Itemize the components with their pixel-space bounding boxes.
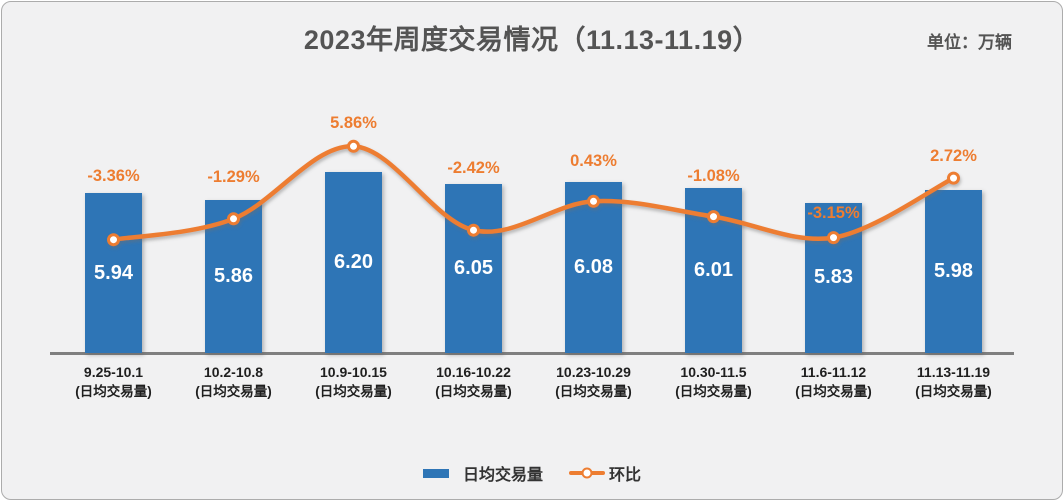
x-axis-label: 10.30-11.5(日均交易量) [644,363,784,401]
bar: 6.08 [565,182,622,353]
line-marker [349,141,359,151]
x-axis-label: 10.9-10.15(日均交易量) [284,363,424,401]
line-marker [949,173,959,183]
x-axis-label-range: 11.6-11.12 [764,363,904,382]
bar-value-label: 6.05 [454,257,493,280]
bar-value-label: 5.94 [94,262,133,285]
bar-value-label: 5.86 [214,265,253,288]
x-axis-label-note: (日均交易量) [284,382,424,401]
bar: 5.83 [805,203,862,353]
x-axis-label: 10.2-10.8(日均交易量) [164,363,304,401]
x-axis-label-note: (日均交易量) [644,382,784,401]
x-axis-label: 11.6-11.12(日均交易量) [764,363,904,401]
x-axis-label-note: (日均交易量) [764,382,904,401]
x-axis-label-range: 10.16-10.22 [404,363,544,382]
x-axis-label-note: (日均交易量) [164,382,304,401]
bar: 6.01 [685,188,742,353]
bar: 6.05 [445,184,502,353]
pct-label: 0.43% [570,152,617,171]
bar: 5.98 [925,190,982,353]
legend: 日均交易量 环比 [2,461,1062,485]
x-axis-label-note: (日均交易量) [404,382,544,401]
x-axis-label: 10.23-10.29(日均交易量) [524,363,664,401]
x-axis-label-note: (日均交易量) [44,382,184,401]
x-axis-label-note: (日均交易量) [524,382,664,401]
x-axis-line [50,352,1014,355]
legend-line-marker [569,466,605,480]
bar-value-label: 6.08 [574,256,613,279]
bar: 5.86 [205,200,262,353]
pct-label: -1.29% [207,168,259,187]
bar-value-label: 5.98 [934,260,973,283]
bar: 6.20 [325,172,382,353]
pct-label: -1.08% [687,167,739,186]
pct-label: -3.15% [807,204,859,223]
x-axis-label-range: 11.13-11.19 [884,363,1024,382]
bar-value-label: 5.83 [814,266,853,289]
bar-value-label: 6.01 [694,259,733,282]
bar-value-label: 6.20 [334,251,373,274]
x-axis-label-note: (日均交易量) [884,382,1024,401]
pct-label: 2.72% [930,147,977,166]
bar: 5.94 [85,193,142,353]
legend-line-dot-icon [582,468,593,479]
x-axis-label-range: 10.23-10.29 [524,363,664,382]
legend-line-label: 环比 [609,461,641,485]
legend-bar-swatch [423,469,449,478]
pct-label: -2.42% [447,159,499,178]
legend-bar-label: 日均交易量 [463,461,543,485]
x-axis-label: 9.25-10.1(日均交易量) [44,363,184,401]
x-axis-label-range: 10.2-10.8 [164,363,304,382]
x-axis-label: 10.16-10.22(日均交易量) [404,363,544,401]
pct-label: -3.36% [87,167,139,186]
x-axis-label: 11.13-11.19(日均交易量) [884,363,1024,401]
x-axis-label-range: 10.30-11.5 [644,363,784,382]
x-axis-label-range: 10.9-10.15 [284,363,424,382]
pct-label: 5.86% [330,114,377,133]
x-axis-label-range: 9.25-10.1 [44,363,184,382]
